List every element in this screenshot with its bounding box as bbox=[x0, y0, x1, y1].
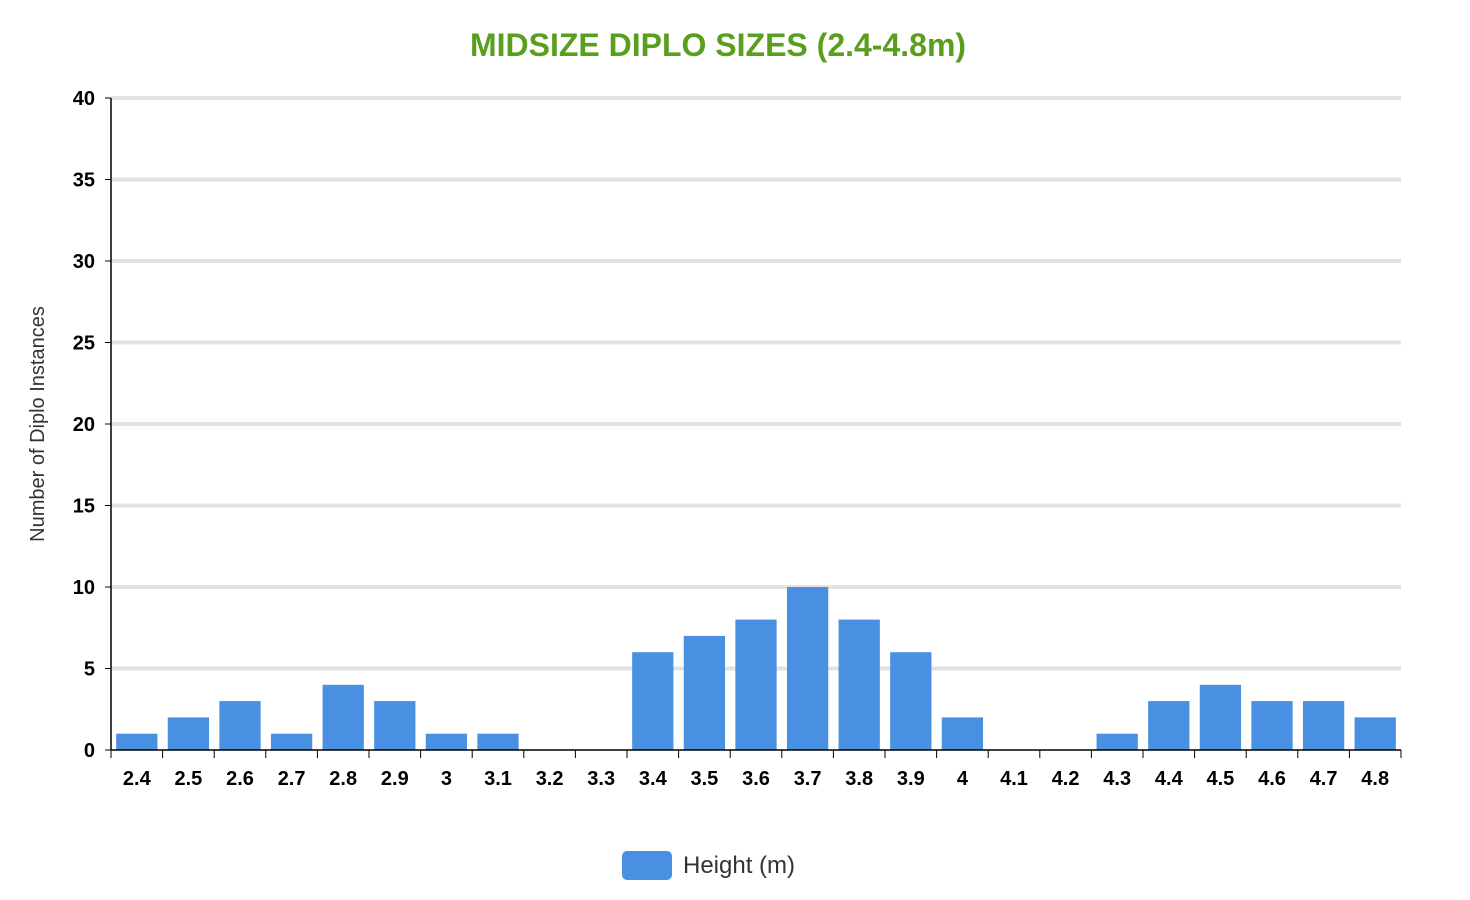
x-tick-label: 2.4 bbox=[123, 768, 152, 790]
y-tick-label: 5 bbox=[84, 659, 95, 681]
x-tick-label: 4.4 bbox=[1155, 768, 1184, 790]
y-tick-label: 25 bbox=[73, 333, 95, 355]
bar-4-3[interactable] bbox=[1096, 733, 1138, 750]
bar-3-5[interactable] bbox=[683, 635, 726, 750]
bar-3[interactable] bbox=[425, 733, 468, 750]
bar-3-8[interactable] bbox=[838, 619, 880, 750]
y-tick-label: 30 bbox=[73, 251, 95, 273]
x-tick-label: 4.3 bbox=[1103, 768, 1131, 790]
x-tick-label: 3.6 bbox=[742, 768, 770, 790]
bar-2-7[interactable] bbox=[270, 733, 313, 750]
x-tick-label: 3.2 bbox=[536, 768, 564, 790]
x-tick-label: 2.5 bbox=[174, 768, 202, 790]
y-axis-title: Number of Diplo Instances bbox=[27, 306, 49, 542]
x-tick-label: 4.2 bbox=[1052, 768, 1080, 790]
x-tick-label: 3.1 bbox=[484, 768, 512, 790]
bar-4[interactable] bbox=[941, 717, 984, 750]
bar-2-4[interactable] bbox=[116, 733, 158, 750]
chart-title: MIDSIZE DIPLO SIZES (2.4-4.8m) bbox=[470, 27, 966, 63]
legend-label[interactable]: Height (m) bbox=[683, 852, 795, 879]
y-tick-label: 15 bbox=[73, 496, 95, 518]
x-tick-label: 3.4 bbox=[639, 768, 668, 790]
gridlines bbox=[111, 96, 1401, 671]
x-tick-label: 3.7 bbox=[794, 768, 822, 790]
y-axis-tick-labels: 0 5 10 15 20 25 30 35 40 bbox=[73, 88, 111, 762]
x-tick-label: 2.8 bbox=[329, 768, 357, 790]
x-tick-label: 2.7 bbox=[278, 768, 306, 790]
bar-2-5[interactable] bbox=[167, 717, 210, 750]
bars bbox=[116, 587, 1396, 750]
x-tick-label: 3.8 bbox=[845, 768, 873, 790]
y-tick-label: 35 bbox=[73, 170, 95, 192]
x-tick-label: 2.9 bbox=[381, 768, 409, 790]
bar-3-6[interactable] bbox=[735, 619, 777, 750]
x-tick-label: 4.8 bbox=[1361, 768, 1389, 790]
y-tick-label: 20 bbox=[73, 414, 95, 436]
x-tick-label: 4.5 bbox=[1206, 768, 1234, 790]
x-tick-label: 4.1 bbox=[1000, 768, 1028, 790]
x-tick-label: 4 bbox=[957, 768, 969, 790]
bar-2-8[interactable] bbox=[322, 684, 364, 750]
x-tick-label: 3 bbox=[441, 768, 452, 790]
y-tick-label: 0 bbox=[84, 740, 95, 762]
bar-4-4[interactable] bbox=[1148, 701, 1190, 750]
bar-3-1[interactable] bbox=[477, 733, 519, 750]
x-axis-tick-labels: 2.4 2.5 2.6 2.7 2.8 2.9 3 3.1 3.2 3.3 3.4 3.5 3.6 3.7… bbox=[110, 750, 1402, 790]
x-tick-label: 4.7 bbox=[1310, 768, 1338, 790]
legend[interactable]: Height (m) bbox=[622, 851, 795, 880]
x-tick-label: 4.6 bbox=[1258, 768, 1286, 790]
x-tick-label: 3.3 bbox=[587, 768, 615, 790]
y-tick-label: 10 bbox=[73, 577, 95, 599]
x-tick-label: 3.5 bbox=[690, 768, 718, 790]
x-tick-label: 3.9 bbox=[897, 768, 925, 790]
bar-3-7[interactable] bbox=[786, 587, 829, 750]
bar-2-6[interactable] bbox=[219, 701, 261, 750]
bar-4-8[interactable] bbox=[1354, 717, 1396, 750]
x-tick-label: 2.6 bbox=[226, 768, 254, 790]
bar-2-9[interactable] bbox=[374, 701, 416, 750]
bar-4-7[interactable] bbox=[1302, 701, 1345, 750]
y-tick-label: 40 bbox=[73, 88, 95, 110]
bar-3-9[interactable] bbox=[890, 652, 932, 750]
legend-swatch[interactable] bbox=[622, 851, 672, 880]
bar-4-6[interactable] bbox=[1251, 701, 1293, 750]
bar-3-4[interactable] bbox=[632, 652, 674, 750]
bar-4-5[interactable] bbox=[1199, 684, 1242, 750]
